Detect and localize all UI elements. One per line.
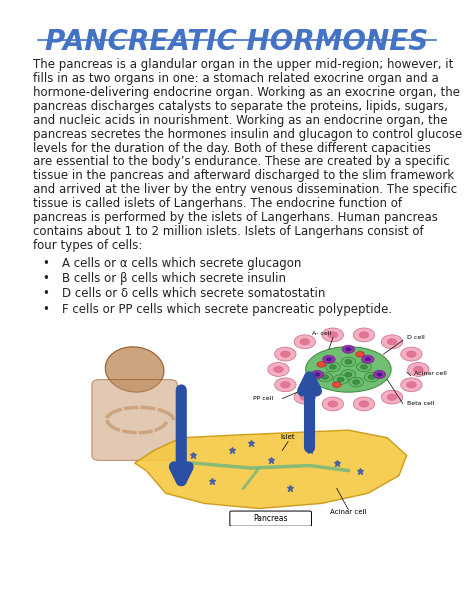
FancyBboxPatch shape [92,379,177,460]
Ellipse shape [341,370,356,379]
Text: levels for the duration of the day. Both of these different capacities: levels for the duration of the day. Both… [33,142,431,154]
Ellipse shape [353,328,374,342]
Text: B cells or β cells which secrete insulin: B cells or β cells which secrete insulin [62,272,286,285]
Ellipse shape [333,375,348,384]
Text: •: • [43,287,50,300]
Ellipse shape [294,390,316,404]
Ellipse shape [281,382,290,388]
Ellipse shape [311,370,324,379]
Text: Beta cell: Beta cell [407,401,434,406]
Text: D cells or δ cells which secrete somatostatin: D cells or δ cells which secrete somatos… [62,287,325,300]
Ellipse shape [281,351,290,357]
Text: •: • [43,303,50,316]
Text: pancreas secretes the hormones insulin and glucagon to control glucose: pancreas secretes the hormones insulin a… [33,128,463,140]
Ellipse shape [273,367,283,373]
Ellipse shape [368,375,375,379]
Ellipse shape [401,378,422,392]
Ellipse shape [268,362,289,376]
Text: Acinar cell: Acinar cell [330,509,367,514]
Ellipse shape [349,377,364,387]
Ellipse shape [407,351,416,357]
Ellipse shape [362,356,374,364]
Text: contains about 1 to 2 million islets. Islets of Langerhans consist of: contains about 1 to 2 million islets. Is… [33,225,424,238]
Ellipse shape [315,373,320,376]
Ellipse shape [345,372,352,377]
Ellipse shape [387,394,397,400]
Text: A cells or α cells which secrete glucagon: A cells or α cells which secrete glucago… [62,257,301,270]
Ellipse shape [317,362,326,367]
Ellipse shape [274,347,296,361]
Ellipse shape [342,345,355,353]
Ellipse shape [413,367,423,373]
Text: PP cell: PP cell [253,396,273,401]
Text: The pancreas is a glandular organ in the upper mid-region; however, it: The pancreas is a glandular organ in the… [33,58,454,71]
Text: and arrived at the liver by the entry venous dissemination. The specific: and arrived at the liver by the entry ve… [33,183,457,196]
Ellipse shape [365,372,379,382]
Text: fills in as two organs in one: a stomach related exocrine organ and a: fills in as two organs in one: a stomach… [33,72,439,85]
Text: pancreas is performed by the islets of Langerhans. Human pancreas: pancreas is performed by the islets of L… [33,211,438,224]
Ellipse shape [387,338,397,345]
Text: D cell: D cell [407,335,424,340]
Text: tissue is called islets of Langerhans. The endocrine function of: tissue is called islets of Langerhans. T… [33,197,402,210]
Ellipse shape [274,378,296,392]
Ellipse shape [356,362,371,371]
Ellipse shape [359,332,369,338]
Ellipse shape [381,390,403,404]
Ellipse shape [300,394,310,400]
Ellipse shape [321,375,328,379]
Ellipse shape [346,348,351,351]
Text: A- cell: A- cell [311,331,331,337]
Ellipse shape [332,382,341,387]
Ellipse shape [345,360,352,364]
Text: Acinar cell: Acinar cell [414,370,447,376]
Ellipse shape [407,382,416,388]
Ellipse shape [105,347,164,392]
Text: •: • [43,257,50,270]
Text: are essential to the body’s endurance. These are created by a specific: are essential to the body’s endurance. T… [33,156,450,169]
Ellipse shape [408,362,429,376]
Ellipse shape [337,377,344,382]
Ellipse shape [381,335,403,349]
Text: and nucleic acids in nourishment. Working as an endocrine organ, the: and nucleic acids in nourishment. Workin… [33,114,447,127]
Ellipse shape [341,357,356,367]
Ellipse shape [373,370,386,379]
Ellipse shape [356,351,365,357]
Ellipse shape [326,357,332,361]
Ellipse shape [322,397,344,411]
Text: pancreas discharges catalysts to separate the proteins, lipids, sugars,: pancreas discharges catalysts to separat… [33,100,448,113]
Ellipse shape [306,347,391,392]
Text: Pancreas: Pancreas [254,514,288,523]
Ellipse shape [322,328,344,342]
Ellipse shape [323,356,335,364]
Ellipse shape [365,357,371,361]
Ellipse shape [360,365,367,369]
Ellipse shape [318,372,332,382]
Text: tissue in the pancreas and afterward discharged to the slim framework: tissue in the pancreas and afterward dis… [33,169,454,182]
Ellipse shape [359,401,369,407]
Ellipse shape [294,335,316,349]
Text: F cells or PP cells which secrete pancreatic polypeptide.: F cells or PP cells which secrete pancre… [62,303,392,316]
Ellipse shape [329,365,337,369]
Ellipse shape [300,338,310,345]
Ellipse shape [353,397,374,411]
Ellipse shape [377,373,382,376]
Text: Islet: Islet [281,434,295,440]
Ellipse shape [353,380,360,384]
Ellipse shape [401,347,422,361]
Text: four types of cells:: four types of cells: [33,238,143,252]
Polygon shape [135,430,407,509]
Text: PANCREATIC HORMONES: PANCREATIC HORMONES [46,28,428,56]
Text: •: • [43,272,50,285]
FancyBboxPatch shape [230,511,311,526]
Text: hormone-delivering endocrine organ. Working as an exocrine organ, the: hormone-delivering endocrine organ. Work… [33,86,460,99]
Ellipse shape [326,362,340,371]
Ellipse shape [328,332,337,338]
Ellipse shape [328,401,337,407]
